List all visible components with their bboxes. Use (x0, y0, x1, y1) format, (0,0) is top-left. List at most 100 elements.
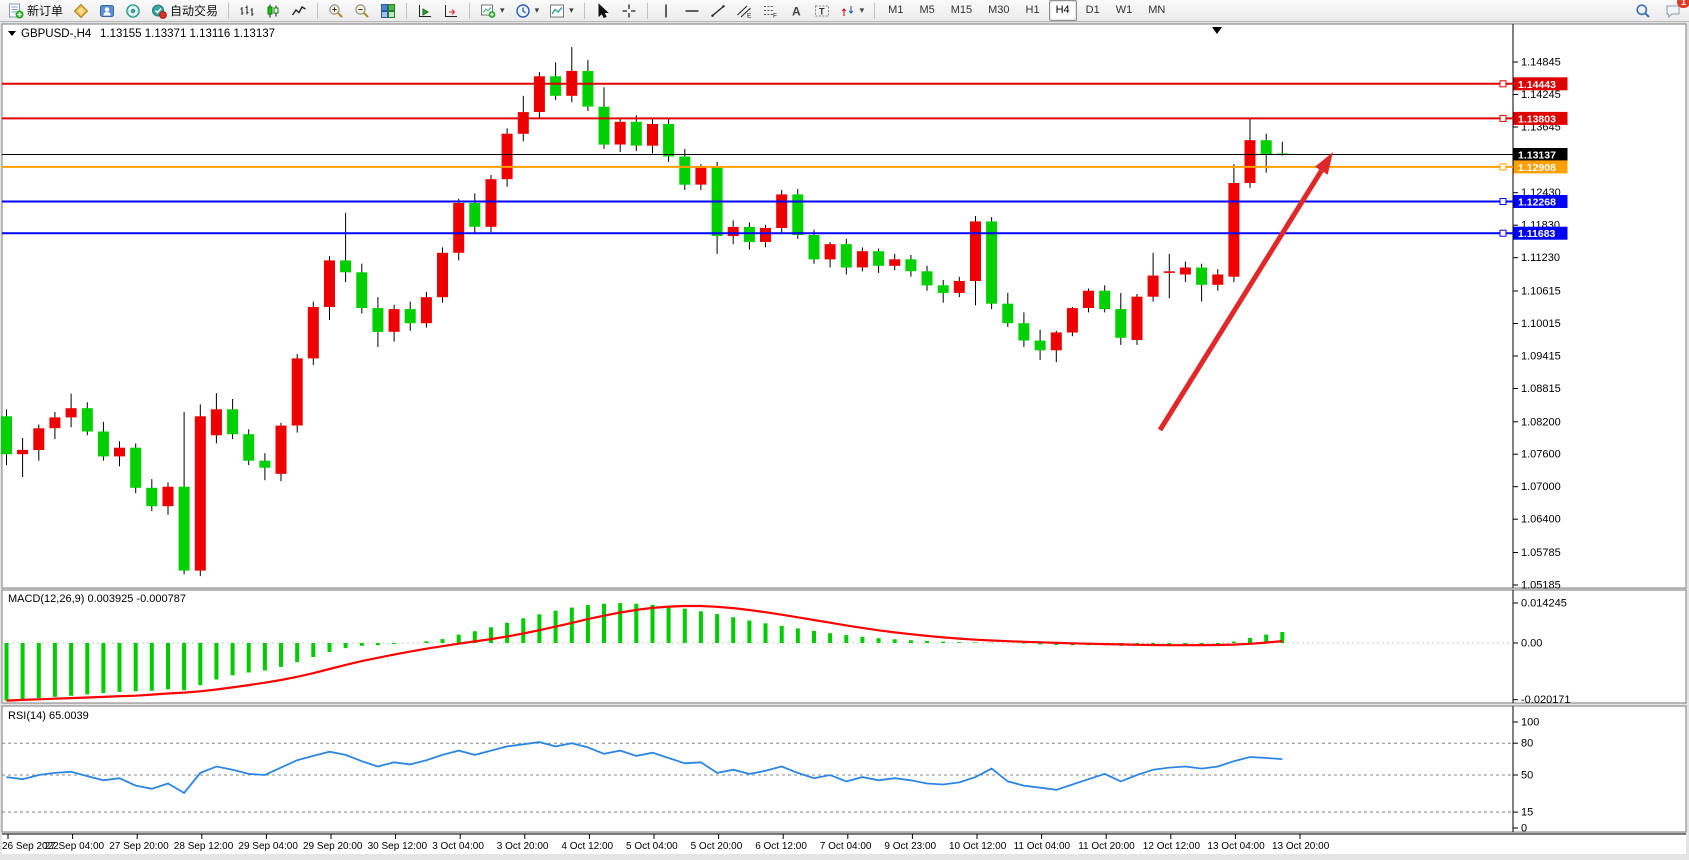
svg-text:29 Sep 20:00: 29 Sep 20:00 (303, 841, 363, 852)
svg-text:1.05185: 1.05185 (1521, 580, 1561, 592)
vline-button[interactable] (654, 0, 678, 23)
svg-text:1.14845: 1.14845 (1521, 57, 1561, 69)
current-price-line[interactable]: 1.13137 (2, 148, 1568, 162)
svg-text:27 Sep 20:00: 27 Sep 20:00 (109, 841, 169, 852)
trend-arrow[interactable] (1157, 152, 1333, 432)
templates-button[interactable]: ▾ (545, 0, 578, 23)
pivot-line[interactable]: 1.12908 (2, 160, 1568, 174)
timeframe-button-m5[interactable]: M5 (919, 4, 935, 16)
svg-text:T: T (819, 6, 825, 16)
chevron-down-icon: ▾ (534, 5, 540, 15)
svg-text:6 Oct 12:00: 6 Oct 12:00 (755, 841, 807, 852)
svg-text:5 Oct 04:00: 5 Oct 04:00 (626, 841, 678, 852)
search-button[interactable] (1631, 0, 1655, 23)
line-handle[interactable] (1499, 80, 1507, 88)
svg-text:F: F (773, 12, 777, 19)
svg-text:13 Oct 04:00: 13 Oct 04:00 (1207, 841, 1265, 852)
timeframe-button-w1[interactable]: W1 (1115, 4, 1133, 16)
toolbar-separator (469, 2, 471, 19)
channel-button[interactable]: E (732, 0, 756, 23)
line-handle[interactable] (1499, 198, 1507, 205)
timeframe-button-m15[interactable]: M15 (950, 4, 973, 16)
price-label: 1.14443 (1518, 79, 1556, 91)
zoom-out-icon (355, 3, 369, 18)
text-button[interactable]: A (784, 0, 808, 23)
macd-panel[interactable] (1, 589, 1687, 704)
candle-chart-button[interactable] (261, 0, 285, 23)
zoom-in-button[interactable] (324, 0, 348, 23)
chart-window[interactable]: 1.148451.142451.136451.124301.118301.112… (0, 22, 1689, 860)
svg-text:-0.020171: -0.020171 (1521, 694, 1571, 706)
tile-windows-button[interactable] (376, 0, 400, 23)
svg-text:1.07600: 1.07600 (1521, 449, 1561, 461)
zoom-out-button[interactable] (350, 0, 374, 23)
hline-button[interactable] (680, 0, 704, 23)
new-chart-button[interactable]: ▾ (476, 0, 509, 23)
time-axis[interactable] (2, 834, 1686, 854)
autotrading-icon (152, 4, 167, 19)
community-icon (100, 4, 115, 17)
auto-scroll-icon (419, 4, 432, 17)
timeframe-button-h4[interactable]: H4 (1048, 0, 1077, 21)
community-button[interactable] (95, 0, 119, 23)
periods-button[interactable]: ▾ (511, 0, 544, 23)
timeframe-button-d1[interactable]: D1 (1085, 4, 1100, 16)
timeframe-button-m1[interactable]: M1 (888, 4, 904, 16)
main-chart-panel[interactable] (1, 23, 1687, 589)
svg-text:0: 0 (1521, 823, 1527, 835)
arrows-button[interactable]: ▾ (836, 0, 869, 23)
new-order-icon (9, 3, 24, 18)
support-line[interactable]: 1.12268 (2, 195, 1568, 209)
rsi-label: RSI(14) 65.0039 (8, 710, 89, 722)
symbol-dropdown-icon[interactable] (8, 31, 16, 36)
new-order-button[interactable]: 新订单 (4, 0, 67, 23)
trendline-button[interactable] (706, 0, 730, 23)
chart-title[interactable]: GBPUSD-,H4 1.13155 1.13371 1.13116 1.1313… (8, 28, 275, 40)
ohlc-values: 1.13155 1.13371 1.13116 1.13137 (100, 28, 275, 40)
line-chart-button[interactable] (287, 0, 311, 23)
cursor-button[interactable] (591, 0, 615, 23)
line-handle[interactable] (1499, 114, 1507, 122)
chat-button[interactable]: 1 (1661, 0, 1689, 23)
toolbar-separator (228, 2, 230, 19)
timeframe-button-mn[interactable]: MN (1148, 4, 1166, 16)
tile-windows-icon (381, 3, 396, 18)
market-button[interactable] (69, 0, 93, 23)
resistance-line[interactable]: 1.14443 (2, 77, 1568, 91)
line-handle[interactable] (1499, 229, 1507, 237)
svg-text:11 Oct 04:00: 11 Oct 04:00 (1014, 841, 1071, 852)
svg-text:5 Oct 20:00: 5 Oct 20:00 (691, 841, 743, 852)
support-line[interactable]: 1.11683 (2, 226, 1568, 241)
line-handle[interactable] (1499, 163, 1507, 171)
crosshair-button[interactable] (617, 0, 641, 23)
auto-scroll-button[interactable] (413, 0, 437, 23)
channel-icon: E (736, 5, 752, 19)
svg-text:9 Oct 23:00: 9 Oct 23:00 (884, 841, 936, 852)
symbol-period-label: GBPUSD-,H4 (21, 28, 92, 40)
price-label: 1.13137 (1518, 150, 1556, 162)
svg-text:30 Sep 12:00: 30 Sep 12:00 (368, 841, 428, 852)
svg-text:29 Sep 04:00: 29 Sep 04:00 (238, 841, 298, 852)
bar-chart-button[interactable] (235, 0, 259, 23)
macd-signal-line (6, 604, 1283, 702)
svg-text:27 Sep 04:00: 27 Sep 04:00 (45, 841, 105, 852)
autotrading-button[interactable]: 自动交易 (147, 0, 222, 23)
trendline-icon (710, 4, 725, 17)
svg-text:1.08815: 1.08815 (1521, 383, 1561, 395)
svg-text:100: 100 (1521, 717, 1539, 729)
svg-text:0.014245: 0.014245 (1521, 598, 1567, 610)
svg-text:1.14245: 1.14245 (1521, 89, 1561, 101)
fibonacci-button[interactable]: F (758, 0, 782, 23)
signals-button[interactable] (121, 0, 145, 23)
toolbar-separator (646, 2, 648, 19)
timeframe-button-h1[interactable]: H1 (1025, 4, 1040, 16)
resistance-line[interactable]: 1.13803 (2, 111, 1568, 126)
svg-text:A: A (792, 4, 801, 18)
timeframe-button-m30[interactable]: M30 (988, 4, 1010, 16)
rsi-panel[interactable] (1, 705, 1687, 833)
chart-shift-button[interactable] (439, 0, 463, 23)
svg-text:15: 15 (1521, 807, 1533, 819)
text-label-button[interactable]: T (810, 0, 834, 23)
chart-shift-marker[interactable] (1212, 27, 1222, 34)
